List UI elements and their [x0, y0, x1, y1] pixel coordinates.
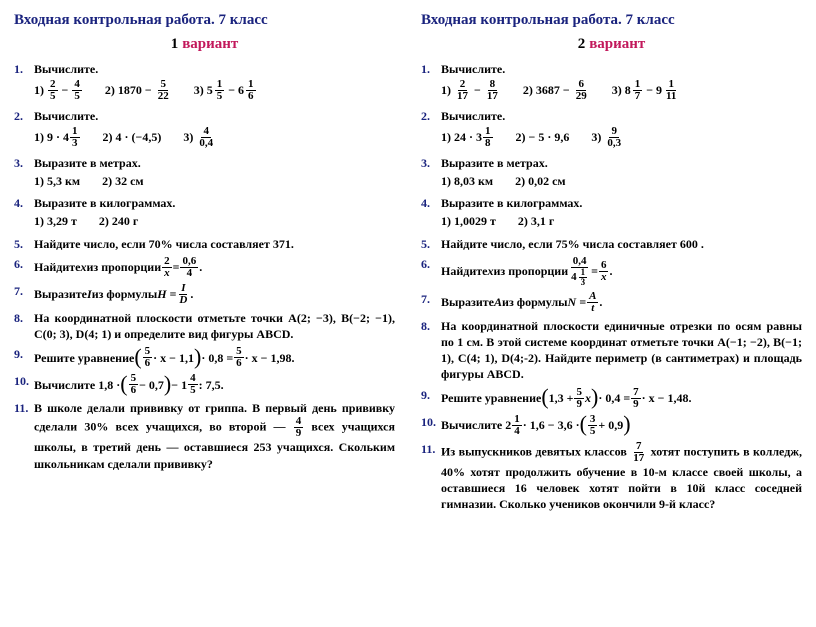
i1: 1) 1,0029 т: [441, 213, 496, 229]
variant-1: Входная контрольная работа. 7 класс 1вар…: [14, 10, 395, 516]
prompt: Выразите в килограммах.: [441, 195, 802, 211]
idx: 11.: [421, 441, 441, 457]
i1: 1) 3,29 т: [34, 213, 77, 229]
variant-num-1: 1: [171, 36, 179, 52]
text: Вычислите 2 14 · 1,6 − 3,6 · ( 35 + 0,9 …: [441, 414, 802, 437]
idx: 3.: [421, 155, 441, 171]
text: В школе делали прививку от гриппа. В пер…: [34, 400, 395, 472]
i2: 2) − 5 · 9,6: [516, 129, 570, 145]
i2: 2) 3687 − 629: [523, 79, 590, 102]
text: Решите уравнение ( 56 · x − 1,1 ) · 0,8 …: [34, 346, 395, 369]
i2: 2) 4 · (−4,5): [103, 129, 162, 145]
i1: 1) 9 · 4 13: [34, 126, 81, 149]
variant-word-1: вариант: [182, 36, 238, 52]
task-1-5: 5. Найдите число, если 70% числа составл…: [14, 236, 395, 252]
idx: 8.: [421, 318, 441, 334]
task-2-10: 10. Вычислите 2 14 · 1,6 − 3,6 · ( 35 + …: [421, 414, 802, 437]
i1: 1) 8,03 км: [441, 173, 493, 189]
i2: 2) 240 г: [99, 213, 138, 229]
prompt: Вычислите.: [441, 61, 802, 77]
text: На координатной плоскости отметьте точки…: [34, 310, 395, 342]
task-1-7: 7. Выразите I из формулы H = ID .: [14, 283, 395, 306]
task-1-4: 4. Выразите в килограммах. 1) 3,29 т 2) …: [14, 195, 395, 231]
variant-label-2: 2вариант: [421, 34, 802, 54]
worksheet: Входная контрольная работа. 7 класс 1вар…: [14, 10, 802, 516]
task-2-1: 1. Вычислите. 1) 217 − 817 2) 3687 − 629…: [421, 61, 802, 104]
title-1: Входная контрольная работа. 7 класс: [14, 10, 395, 30]
title-2: Входная контрольная работа. 7 класс: [421, 10, 802, 30]
task-1-1: 1. Вычислите. 1) 25 − 45 2) 1870 − 522 3…: [14, 61, 395, 104]
idx: 1.: [14, 61, 34, 77]
idx: 6.: [14, 256, 34, 272]
variant-label-1: 1вариант: [14, 34, 395, 54]
task-1-3: 3. Выразите в метрах. 1) 5,3 км 2) 32 см: [14, 155, 395, 191]
variant-num-2: 2: [578, 36, 586, 52]
text: Решите уравнение ( 1,3 + 59 x ) · 0,4 = …: [441, 387, 802, 410]
task-2-7: 7. Выразите A из формулы N = At .: [421, 291, 802, 314]
i3: 3) 40,4: [183, 126, 216, 149]
idx: 5.: [14, 236, 34, 252]
idx: 2.: [14, 108, 34, 124]
i2: 2) 0,02 см: [515, 173, 566, 189]
task-2-3: 3. Выразите в метрах. 1) 8,03 км 2) 0,02…: [421, 155, 802, 191]
idx: 7.: [421, 291, 441, 307]
i1: 1) 5,3 км: [34, 173, 80, 189]
prompt: Вычислите.: [441, 108, 802, 124]
i3: 3) 515 − 616: [194, 79, 257, 102]
text: Найдите число, если 70% числа составляет…: [34, 236, 395, 252]
variant-2: Входная контрольная работа. 7 класс 2вар…: [421, 10, 802, 516]
idx: 5.: [421, 236, 441, 252]
i1: 1) 24 · 3 18: [441, 126, 494, 149]
task-1-11: 11. В школе делали прививку от гриппа. В…: [14, 400, 395, 472]
i2: 2) 3,1 г: [518, 213, 554, 229]
idx: 10.: [421, 414, 441, 430]
text: Выразите I из формулы H = ID .: [34, 283, 395, 306]
task-2-11: 11. Из выпускников девятых классов 717 х…: [421, 441, 802, 513]
task-2-4: 4. Выразите в килограммах. 1) 1,0029 т 2…: [421, 195, 802, 231]
text: Выразите A из формулы N = At .: [441, 291, 802, 314]
idx: 3.: [14, 155, 34, 171]
prompt: Выразите в килограммах.: [34, 195, 395, 211]
idx: 7.: [14, 283, 34, 299]
prompt: Выразите в метрах.: [34, 155, 395, 171]
task-1-9: 9. Решите уравнение ( 56 · x − 1,1 ) · 0…: [14, 346, 395, 369]
i2: 2) 1870 − 522: [105, 79, 172, 102]
text: Из выпускников девятых классов 717 хотят…: [441, 441, 802, 513]
i1: 1) 217 − 817: [441, 79, 501, 102]
prompt: Вычислите.: [34, 108, 395, 124]
text: На координатной плоскости единичные отре…: [441, 318, 802, 383]
task-2-5: 5. Найдите число, если 75% числа составл…: [421, 236, 802, 252]
text: Найдите x из пропорции 0,4 413 = 6x .: [441, 256, 802, 287]
idx: 4.: [14, 195, 34, 211]
task-1-2: 2. Вычислите. 1) 9 · 4 13 2) 4 · (−4,5) …: [14, 108, 395, 151]
task-2-6: 6. Найдите x из пропорции 0,4 413 = 6x .: [421, 256, 802, 287]
task-1-8: 8. На координатной плоскости отметьте то…: [14, 310, 395, 342]
idx: 8.: [14, 310, 34, 326]
idx: 11.: [14, 400, 34, 416]
task-1-10: 10. Вычислите 1,8 · ( 56 − 0,7 ) − 1 45 …: [14, 373, 395, 396]
idx: 9.: [14, 346, 34, 362]
prompt: Выразите в метрах.: [441, 155, 802, 171]
idx: 6.: [421, 256, 441, 272]
text: Найдите x из пропорции 2x = 0,64 .: [34, 256, 395, 279]
i3: 3) 90,3: [591, 126, 624, 149]
i3: 3) 817 − 9111: [612, 79, 680, 102]
i1: 1) 25 − 45: [34, 79, 83, 102]
task-2-8: 8. На координатной плоскости единичные о…: [421, 318, 802, 383]
idx: 4.: [421, 195, 441, 211]
task-1-6: 6. Найдите x из пропорции 2x = 0,64 .: [14, 256, 395, 279]
text: Вычислите 1,8 · ( 56 − 0,7 ) − 1 45 : 7,…: [34, 373, 395, 396]
idx: 1.: [421, 61, 441, 77]
text: Найдите число, если 75% числа составляет…: [441, 236, 802, 252]
prompt: Вычислите.: [34, 61, 395, 77]
idx: 9.: [421, 387, 441, 403]
i2: 2) 32 см: [102, 173, 144, 189]
idx: 10.: [14, 373, 34, 389]
task-2-9: 9. Решите уравнение ( 1,3 + 59 x ) · 0,4…: [421, 387, 802, 410]
variant-word-2: вариант: [589, 36, 645, 52]
idx: 2.: [421, 108, 441, 124]
task-2-2: 2. Вычислите. 1) 24 · 3 18 2) − 5 · 9,6 …: [421, 108, 802, 151]
